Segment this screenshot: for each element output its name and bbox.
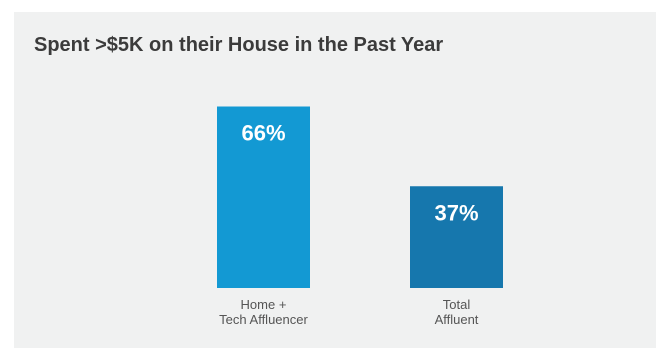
category-label-2-line-2: Affluent (435, 312, 479, 327)
bar-value-label-2: 37% (434, 200, 478, 225)
category-label-2-line-1: Total (443, 297, 471, 312)
bar-1 (217, 106, 310, 288)
chart-panel: Spent >$5K on their House in the Past Ye… (14, 12, 656, 348)
chart-title: Spent >$5K on their House in the Past Ye… (34, 34, 444, 56)
bar-2 (410, 186, 503, 288)
category-label-1-line-1: Home + (241, 297, 287, 312)
category-label-1-line-2: Tech Affluencer (219, 312, 308, 327)
bar-value-label-1: 66% (241, 121, 285, 146)
